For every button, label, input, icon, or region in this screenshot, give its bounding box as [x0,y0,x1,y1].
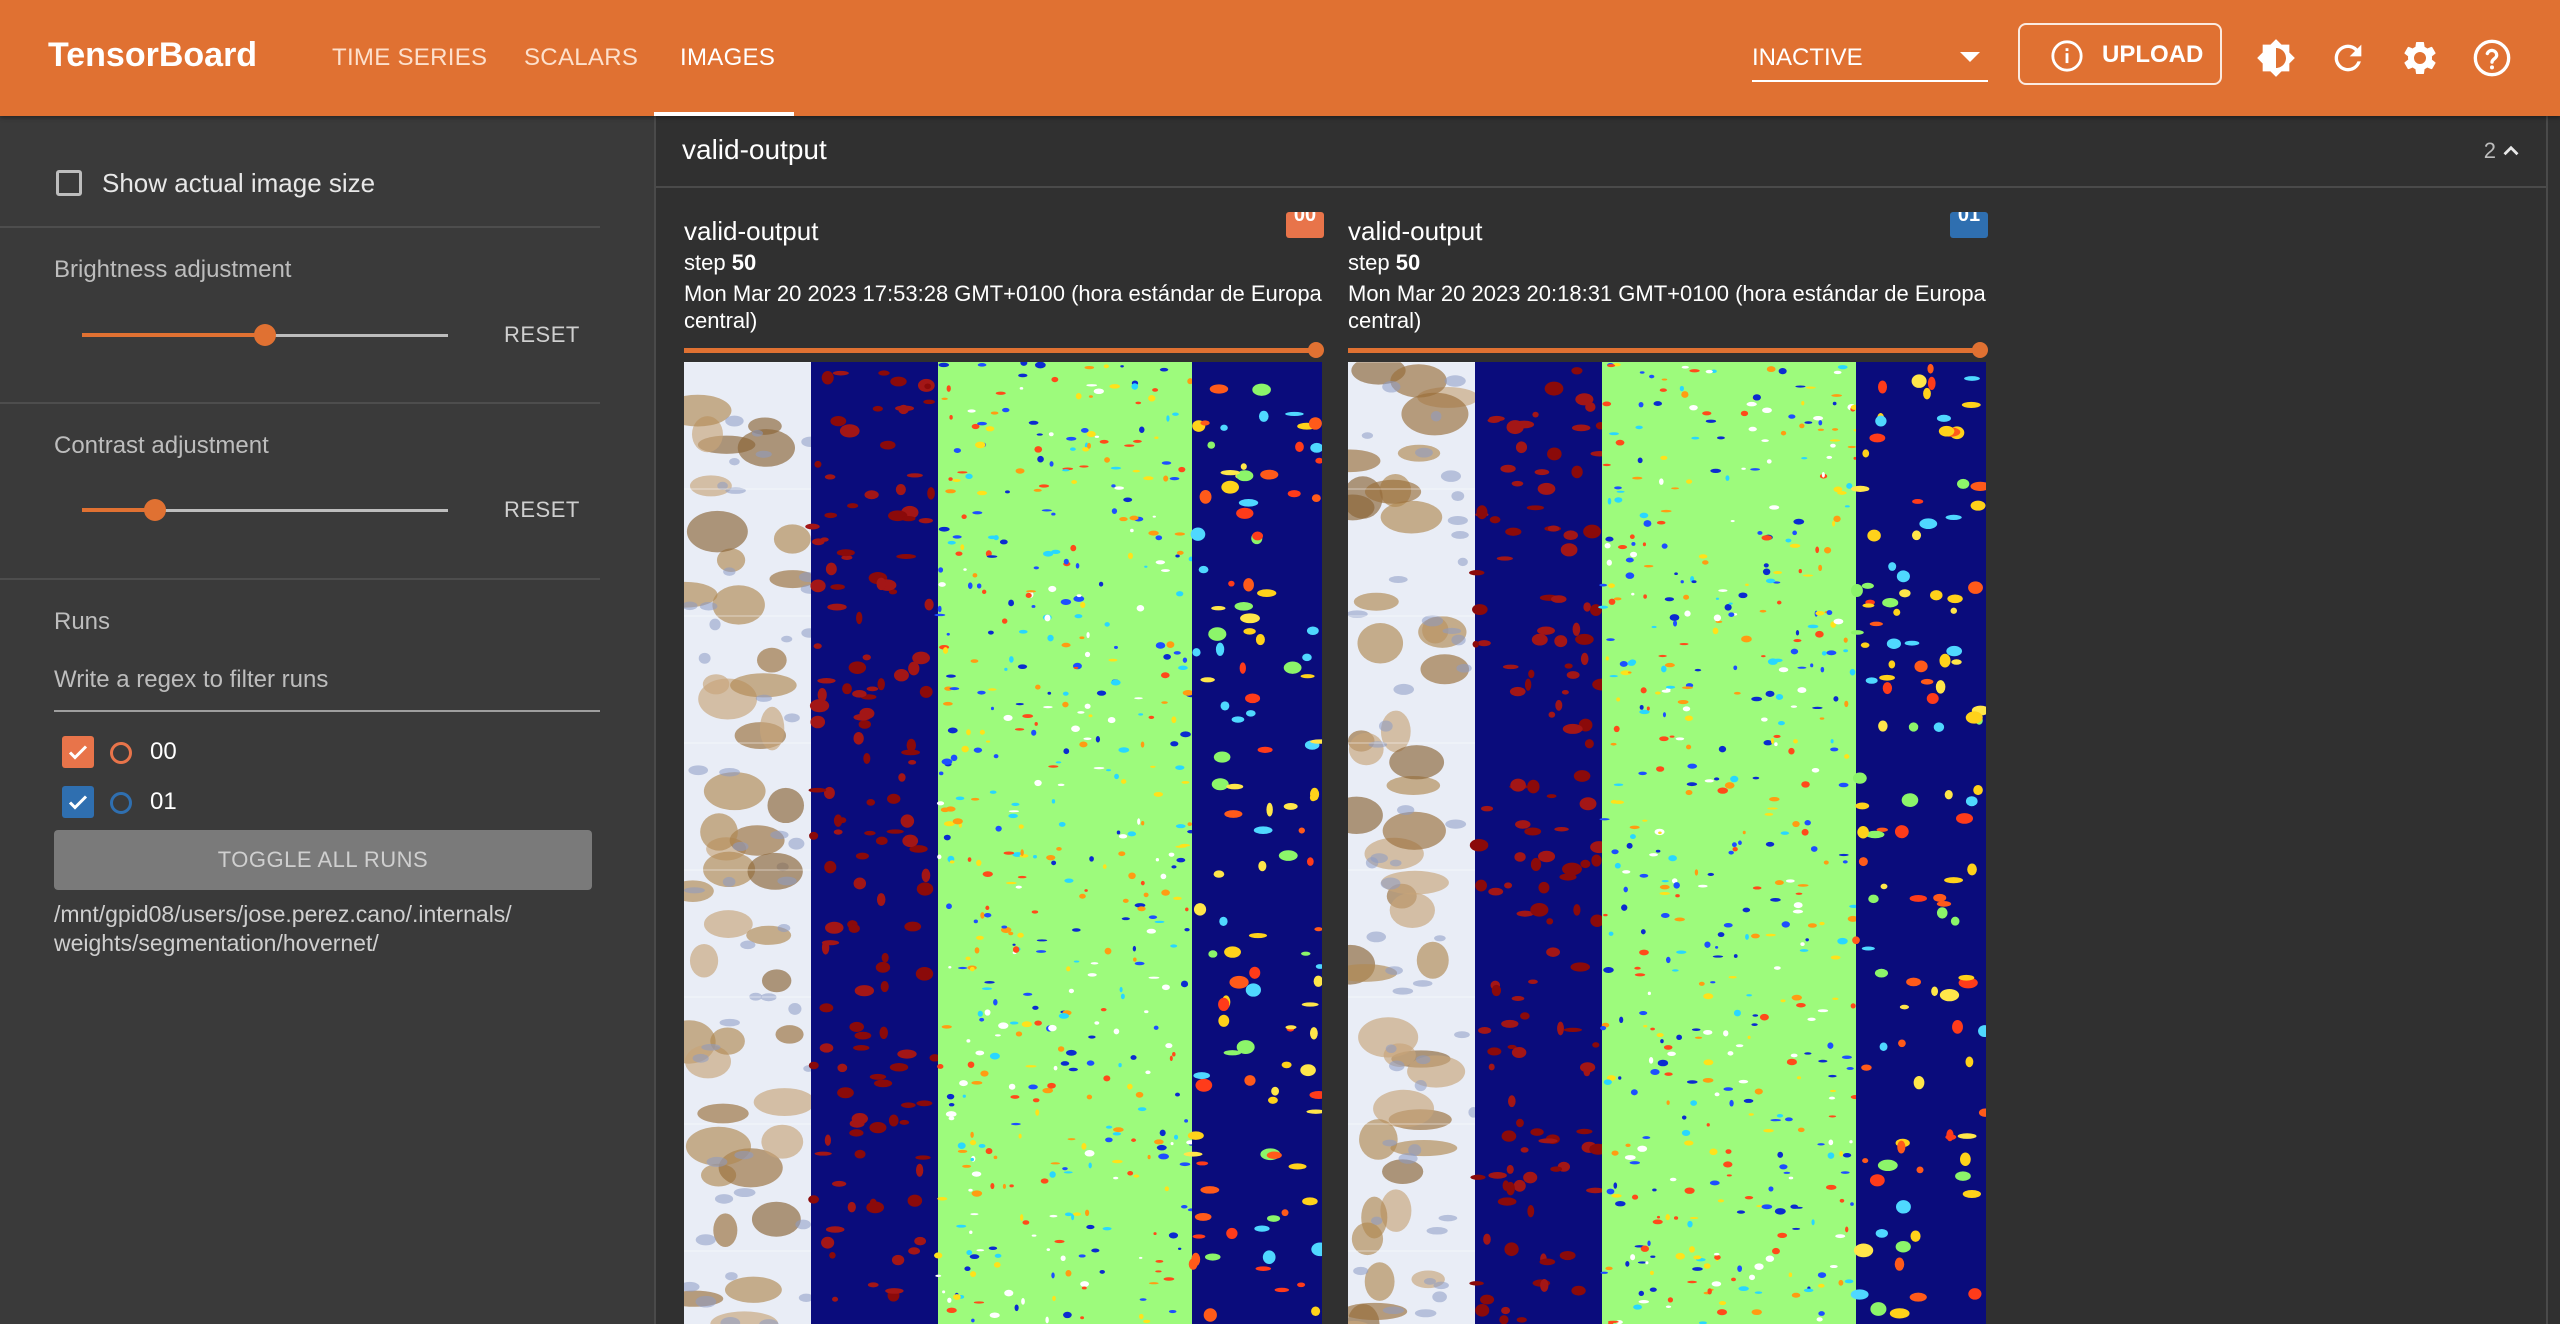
tab-images[interactable]: IMAGES [680,44,776,71]
inactive-plugins-select[interactable]: INACTIVE [1752,30,1988,82]
run-name: 01 [150,788,177,815]
show-actual-size-checkbox[interactable] [56,170,82,196]
run-color-circle[interactable] [110,742,132,764]
run-filter-placeholder: Write a regex to filter runs [54,666,329,693]
brightness-icon[interactable] [2256,38,2296,78]
group-header[interactable]: valid-output 2 [654,116,2548,188]
divider [0,578,600,580]
tab-time-series[interactable]: TIME SERIES [332,44,488,71]
tab-scalars[interactable]: SCALARS [524,44,639,71]
timestamp-line: Mon Mar 20 2023 20:18:31 GMT+0100 (hora … [1348,281,1986,306]
run-filter-input[interactable]: Write a regex to filter runs [54,666,600,712]
checkbox-icon[interactable] [62,786,94,818]
timestamp-line: Mon Mar 20 2023 17:53:28 GMT+0100 (hora … [684,281,1322,306]
step-value: 50 [1395,250,1421,275]
info-icon [2051,40,2083,72]
step-slider-track[interactable] [1348,348,1980,353]
image-card: valid-output 00 step 50 Mon Mar 20 2023 … [684,188,1324,1324]
top-app-bar: TensorBoard TIME SERIES SCALARS IMAGES I… [0,0,2560,116]
group-count: 2 [2483,138,2496,163]
main-content: valid-output 2 valid-output 00 step 50 M… [654,116,2560,1324]
logdir-path: /mnt/gpid08/users/jose.perez.cano/.inter… [54,900,614,958]
card-title: valid-output [1348,216,1483,246]
segmentation-image [684,362,1322,1324]
run-badge-label: 01 [1957,212,1981,226]
run-name: 00 [150,738,177,765]
app-logo-title[interactable]: TensorBoard [48,36,258,74]
refresh-icon[interactable] [2328,38,2368,78]
card-timestamp: Mon Mar 20 2023 20:18:31 GMT+0100 (hora … [1348,280,1988,334]
brightness-label: Brightness adjustment [54,256,292,283]
timestamp-line: central) [684,308,758,333]
segmentation-image [1348,362,1986,1324]
group-title: valid-output [682,134,827,165]
brightness-reset-button[interactable]: RESET [504,322,580,347]
step-slider-thumb[interactable] [1308,342,1324,358]
show-actual-size-label[interactable]: Show actual image size [102,168,376,198]
toggle-all-runs-button[interactable]: TOGGLE ALL RUNS [54,830,592,890]
timestamp-line: central) [1348,308,1422,333]
step-label: step [1348,250,1390,275]
contrast-slider-thumb[interactable] [144,499,167,521]
upload-button[interactable]: UPLOAD [2018,23,2222,85]
contrast-slider-track [82,509,448,512]
step-label: step [684,250,726,275]
help-icon[interactable] [2472,38,2512,78]
divider [0,402,600,404]
run-badge: 00 [1286,212,1324,238]
step-slider-thumb[interactable] [1972,342,1988,358]
logdir-line: weights/segmentation/hovernet/ [54,930,379,956]
card-step: step 50 [1348,250,1420,276]
run-color-circle[interactable] [110,792,132,814]
card-timestamp: Mon Mar 20 2023 17:53:28 GMT+0100 (hora … [684,280,1324,334]
inactive-select-value: INACTIVE [1752,44,1863,71]
sidebar: Show actual image size Brightness adjust… [0,116,654,1324]
step-slider-track[interactable] [684,348,1316,353]
runs-title: Runs [54,608,111,635]
active-tab-indicator [654,112,794,116]
run-badge-label: 00 [1293,212,1317,226]
cards-area: valid-output 00 step 50 Mon Mar 20 2023 … [654,188,2548,1324]
chevron-up-icon[interactable] [2498,138,2524,164]
step-value: 50 [731,250,757,275]
chevron-down-icon [1960,52,1980,62]
card-step: step 50 [684,250,756,276]
brightness-slider-fill [82,333,265,337]
checkbox-icon[interactable] [62,736,94,768]
image-preview[interactable] [684,362,1322,1324]
divider [0,226,600,228]
contrast-slider-fill [82,508,156,512]
image-card: valid-output 01 step 50 Mon Mar 20 2023 … [1348,188,1988,1324]
image-preview[interactable] [1348,362,1986,1324]
upload-label: UPLOAD [2102,41,2204,68]
logdir-line: /mnt/gpid08/users/jose.perez.cano/.inter… [54,901,512,927]
brightness-slider-thumb[interactable] [254,324,276,346]
run-badge: 01 [1950,212,1988,238]
settings-icon[interactable] [2400,38,2440,78]
contrast-reset-button[interactable]: RESET [504,497,580,522]
contrast-label: Contrast adjustment [54,432,269,459]
card-title: valid-output [684,216,819,246]
